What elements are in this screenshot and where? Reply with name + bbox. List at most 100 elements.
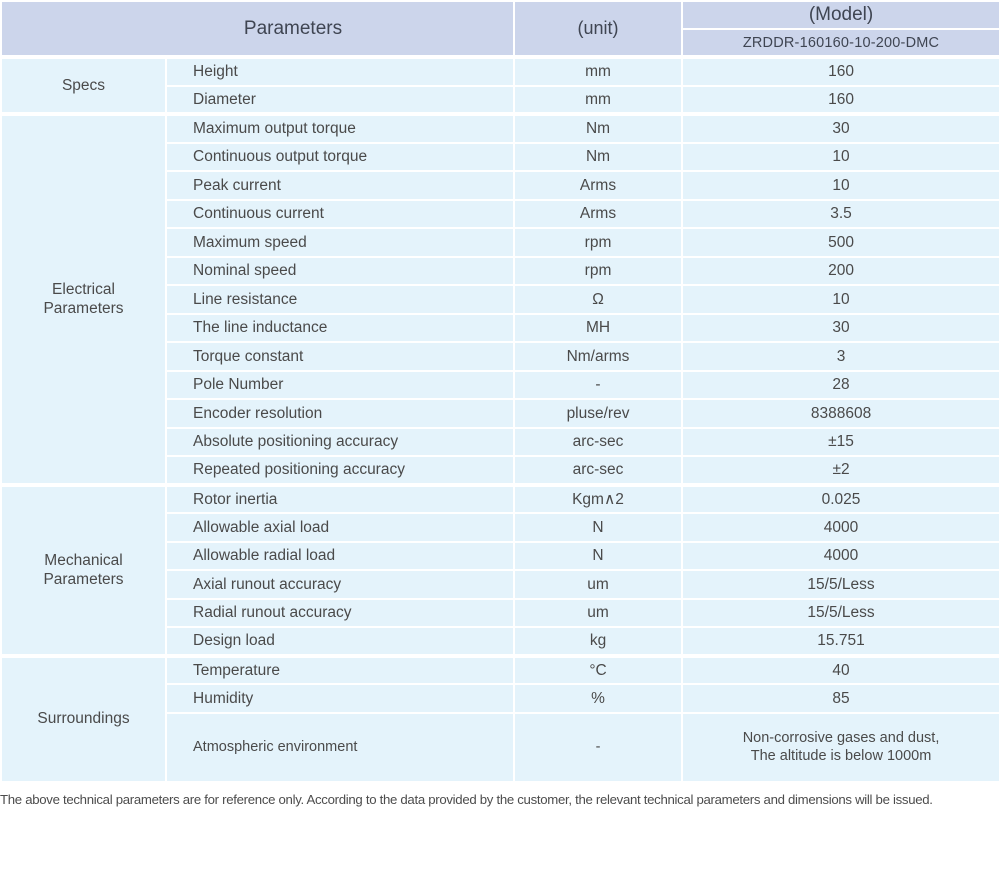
parameter-value: 500 bbox=[681, 227, 999, 258]
header-model-row: ZRDDR-160160-10-200-DMC bbox=[1, 28, 999, 58]
parameter-unit: rpm bbox=[513, 255, 684, 286]
table-row: Maximum speed rpm 500 bbox=[1, 227, 999, 258]
parameter-value: 3 bbox=[681, 341, 999, 372]
parameter-unit: Nm bbox=[513, 112, 684, 144]
section-label: Electrical Parameters bbox=[0, 112, 167, 486]
parameter-value: 30 bbox=[681, 312, 999, 343]
parameter-value: 85 bbox=[681, 683, 999, 714]
footnote: The above technical parameters are for r… bbox=[0, 791, 933, 807]
parameter-unit: Arms bbox=[513, 198, 684, 229]
parameter-value: ±2 bbox=[681, 455, 999, 486]
header-parameters: Parameters bbox=[0, 0, 516, 58]
table-row: Allowable radial load N 4000 bbox=[1, 540, 999, 571]
parameter-name: Continuous current bbox=[164, 198, 516, 229]
parameter-unit: mm bbox=[513, 55, 684, 87]
parameters-table: Parameters (unit) (Model) ZRDDR-160160-1… bbox=[0, 0, 999, 783]
parameter-value: 4000 bbox=[681, 512, 999, 543]
parameter-value: 15/5/Less bbox=[681, 569, 999, 600]
parameter-unit: - bbox=[513, 369, 684, 400]
parameter-name: Torque constant bbox=[164, 341, 516, 372]
section-mechanical: Mechanical Parameters Rotor inertia Kgm∧2 0… bbox=[0, 482, 999, 657]
section-label: Specs bbox=[0, 55, 167, 115]
header-model: (Model) bbox=[681, 0, 999, 30]
parameter-name: Allowable axial load bbox=[164, 512, 516, 543]
parameter-value: 0.025 bbox=[681, 482, 999, 514]
parameter-value: 10 bbox=[681, 170, 999, 201]
table-row: Atmospheric environment - Non-corrosive ga… bbox=[1, 711, 999, 783]
parameter-name: Pole Number bbox=[164, 369, 516, 400]
table-row: Specs Height mm 160 bbox=[0, 55, 999, 115]
table-row: The line inductance MH 30 bbox=[1, 312, 999, 343]
parameter-unit: arc-sec bbox=[513, 455, 684, 486]
parameter-unit: Nm bbox=[513, 141, 684, 172]
section-specs: Specs Height mm 160 Diameter mm 160 bbox=[0, 55, 999, 115]
parameter-unit: rpm bbox=[513, 227, 684, 258]
parameter-unit: N bbox=[513, 540, 684, 571]
table-row: Allowable axial load N 4000 bbox=[1, 512, 999, 543]
parameter-name: Temperature bbox=[164, 653, 516, 685]
parameter-name: Maximum output torque bbox=[164, 112, 516, 144]
parameter-name: The line inductance bbox=[164, 312, 516, 343]
parameter-value: Non-corrosive gases and dust, The altitu… bbox=[681, 711, 999, 783]
parameter-name: Diameter bbox=[164, 84, 516, 115]
parameter-name: Height bbox=[164, 55, 516, 87]
parameter-name: Axial runout accuracy bbox=[164, 569, 516, 600]
parameter-value: 10 bbox=[681, 141, 999, 172]
parameter-unit: Kgm∧2 bbox=[513, 482, 684, 514]
parameter-unit: Ω bbox=[513, 284, 684, 315]
parameter-name: Allowable radial load bbox=[164, 540, 516, 571]
table-header: Parameters (unit) (Model) ZRDDR-160160-1… bbox=[0, 0, 999, 58]
table-row: Diameter mm 160 bbox=[1, 84, 999, 115]
parameter-value: 30 bbox=[681, 112, 999, 144]
parameter-unit: Nm/arms bbox=[513, 341, 684, 372]
parameter-unit: um bbox=[513, 569, 684, 600]
parameter-unit: % bbox=[513, 683, 684, 714]
parameter-value: 15.751 bbox=[681, 626, 999, 657]
table-row: Electrical Parameters Maximum output torq… bbox=[0, 112, 999, 486]
parameter-value: 28 bbox=[681, 369, 999, 400]
section-surroundings: Surroundings Temperature °C 40 Humidity% 85 At… bbox=[0, 653, 999, 783]
parameter-name: Design load bbox=[164, 626, 516, 657]
table-row: Continuous current Arms 3.5 bbox=[1, 198, 999, 229]
parameter-name: Continuous output torque bbox=[164, 141, 516, 172]
parameter-unit: arc-sec bbox=[513, 426, 684, 457]
table-row: Peak current Arms 10 bbox=[1, 170, 999, 201]
table-row: Repeated positioning accuracy arc-sec ±2 bbox=[1, 455, 999, 486]
table-row: Surroundings Temperature °C 40 bbox=[0, 653, 999, 783]
table-row: Absolute positioning accuracy arc-sec ±15 bbox=[1, 426, 999, 457]
parameter-name: Repeated positioning accuracy bbox=[164, 455, 516, 486]
parameter-value: 4000 bbox=[681, 540, 999, 571]
parameter-value: 160 bbox=[681, 84, 999, 115]
header-model-code: ZRDDR-160160-10-200-DMC bbox=[681, 28, 999, 58]
parameter-name: Maximum speed bbox=[164, 227, 516, 258]
parameter-value: 15/5/Less bbox=[681, 597, 999, 628]
parameter-unit: °C bbox=[513, 653, 684, 685]
table-row: Line resistance Ω 10 bbox=[1, 284, 999, 315]
table-row: Mechanical Parameters Rotor inertia Kgm∧2 0… bbox=[0, 482, 999, 657]
table-row: Encoder resolution pluse/rev 8388608 bbox=[1, 398, 999, 429]
parameter-value: 3.5 bbox=[681, 198, 999, 229]
parameter-name: Atmospheric environment bbox=[164, 711, 516, 783]
parameter-unit: kg bbox=[513, 626, 684, 657]
table-row: Continuous output torque Nm 10 bbox=[1, 141, 999, 172]
parameter-name: Peak current bbox=[164, 170, 516, 201]
header-row: Parameters (unit) (Model) bbox=[0, 0, 999, 58]
table-row: Torque constant Nm/arms 3 bbox=[1, 341, 999, 372]
parameter-value: 200 bbox=[681, 255, 999, 286]
parameter-unit: mm bbox=[513, 84, 684, 115]
table-row: Axial runout accuracy um 15/5/Less bbox=[1, 569, 999, 600]
parameter-unit: N bbox=[513, 512, 684, 543]
parameter-name: Radial runout accuracy bbox=[164, 597, 516, 628]
parameter-unit: MH bbox=[513, 312, 684, 343]
header-unit: (unit) bbox=[513, 0, 684, 58]
table-row: Humidity% 85 bbox=[1, 683, 999, 714]
parameter-name: Line resistance bbox=[164, 284, 516, 315]
parameter-value: 8388608 bbox=[681, 398, 999, 429]
section-label: Surroundings bbox=[0, 653, 167, 783]
section-electrical: Electrical Parameters Maximum output torq… bbox=[0, 112, 999, 486]
parameter-unit: um bbox=[513, 597, 684, 628]
section-label: Mechanical Parameters bbox=[0, 482, 167, 657]
table-row: Radial runout accuracy um 15/5/Less bbox=[1, 597, 999, 628]
parameter-name: Humidity bbox=[164, 683, 516, 714]
parameter-value: 40 bbox=[681, 653, 999, 685]
